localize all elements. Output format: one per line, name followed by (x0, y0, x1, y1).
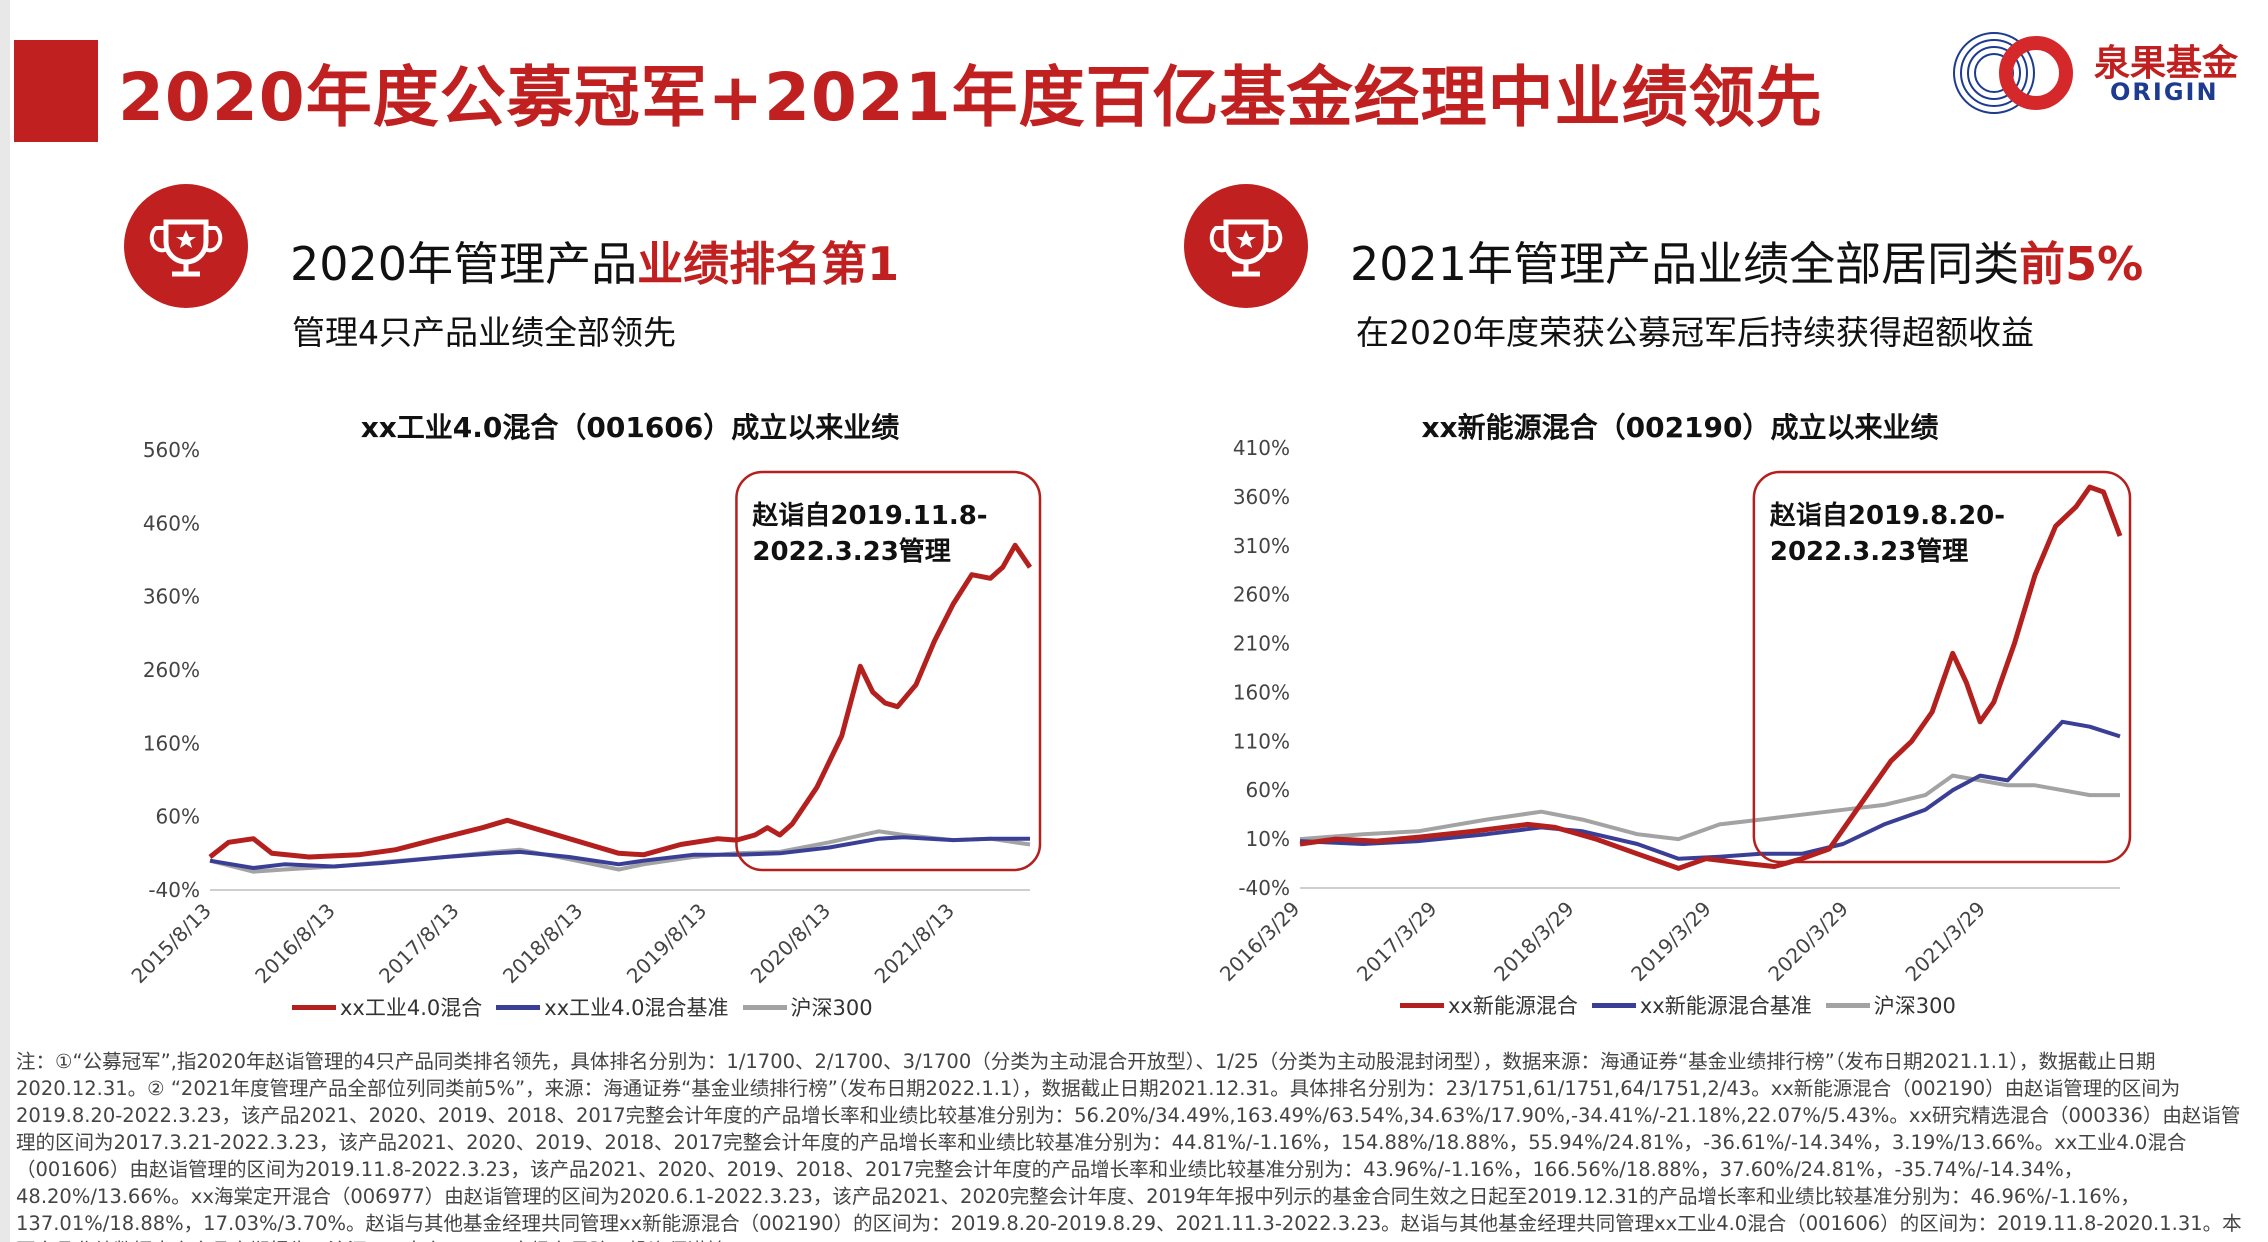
logo-chinese-name: 泉果基金 (2094, 43, 2239, 84)
legend-item: 沪深300 (1825, 990, 1956, 1020)
left-chart-legend: xx工业4.0混合 xx工业4.0混合基准 沪深300 (292, 992, 873, 1022)
x-tick-label: 2018/3/29 (1489, 897, 1578, 986)
management-period-box (1752, 470, 2132, 864)
y-tick-label: 310% (1233, 534, 1290, 558)
x-tick-label: 2015/8/13 (126, 899, 215, 988)
x-tick-label: 2019/8/13 (622, 899, 711, 988)
x-tick-label: 2021/8/13 (870, 899, 959, 988)
y-tick-label: 360% (143, 585, 200, 609)
x-tick-label: 2017/3/29 (1352, 897, 1441, 986)
y-tick-label: 110% (1233, 729, 1290, 753)
right-heading-plain: 2021年管理产品业绩全部居同类 (1350, 237, 2020, 291)
y-tick-label: 410% (1233, 436, 1290, 460)
right-panel-heading: 2021年管理产品业绩全部居同类前5% (1350, 228, 2143, 294)
legend-item: xx工业4.0混合 (292, 992, 482, 1022)
trophy-icon (149, 219, 223, 277)
right-heading-highlight: 前5% (2019, 237, 2144, 291)
x-tick-label: 2016/8/13 (250, 899, 339, 988)
right-trophy-badge (1184, 184, 1308, 308)
y-tick-label: 60% (1246, 778, 1290, 802)
y-tick-label: -40% (1238, 876, 1290, 900)
left-trophy-badge (124, 184, 248, 308)
brand-logo: 泉果基金 ORIGIN (1948, 28, 2248, 118)
y-tick-label: 260% (1233, 583, 1290, 607)
y-tick-label: 10% (1246, 827, 1290, 851)
y-tick-label: -40% (148, 878, 200, 902)
left-panel-subheading: 管理4只产品业绩全部领先 (292, 313, 676, 352)
left-heading-plain: 2020年管理产品 (290, 237, 638, 291)
y-tick-label: 260% (143, 658, 200, 682)
legend-item: xx新能源混合基准 (1591, 990, 1812, 1020)
x-tick-label: 2018/8/13 (498, 899, 587, 988)
x-tick-label: 2020/8/13 (746, 899, 835, 988)
x-tick-label: 2016/3/29 (1215, 897, 1304, 986)
left-heading-highlight: 业绩排名第1 (637, 237, 900, 291)
left-panel-heading: 2020年管理产品业绩排名第1 (290, 228, 899, 294)
left-performance-chart: 560% 460% 360% 260% 160% 60% -40%2015/8/13 2016… (126, 438, 1042, 988)
logo-english-name: ORIGIN (2110, 78, 2219, 106)
y-tick-label: 460% (143, 511, 200, 535)
right-panel-subheading: 在2020年度荣获公募冠军后持续获得超额收益 (1356, 313, 2034, 352)
y-tick-label: 60% (156, 805, 200, 829)
annotation-line-1: 赵诣自2019.8.20- (1769, 500, 2005, 531)
page-title: 2020年度公募冠军+2021年度百亿基金经理中业绩领先 (118, 59, 1823, 136)
legend-item: xx新能源混合 (1400, 990, 1578, 1020)
annotation-line-2: 2022.3.23管理 (752, 537, 950, 567)
y-tick-label: 210% (1233, 632, 1290, 656)
legend-item: xx工业4.0混合基准 (496, 992, 729, 1022)
x-tick-label: 2019/3/29 (1626, 897, 1715, 986)
annotation-line-1: 赵诣自2019.11.8- (751, 500, 987, 531)
series-line (209, 835, 1030, 870)
management-period-box (735, 470, 1042, 872)
left-chart-title: xx工业4.0混合（001606）成立以来业绩 (360, 411, 900, 444)
right-performance-chart: 410%360%310%260%210%160%110%60%10%-40%20… (1215, 436, 2132, 986)
footnote: 注：①“公募冠军”,指2020年赵诣管理的4只产品同类排名领先，具体排名分别为：… (16, 1050, 2242, 1242)
x-tick-label: 2017/8/13 (374, 899, 463, 988)
x-tick-label: 2020/3/29 (1763, 897, 1852, 986)
y-tick-label: 560% (143, 438, 200, 462)
annotation-line-2: 2022.3.23管理 (1770, 537, 1968, 567)
trophy-icon (1209, 219, 1283, 277)
series-line (1299, 773, 2120, 842)
x-tick-label: 2021/3/29 (1901, 897, 1990, 986)
left-edge-strip (0, 0, 10, 1242)
series-line (208, 542, 1033, 860)
y-tick-label: 360% (1233, 485, 1290, 509)
logo-rings-icon (1953, 32, 2073, 114)
right-chart-legend: xx新能源混合 xx新能源混合基准 沪深300 (1400, 990, 1956, 1020)
title-accent-block (14, 40, 98, 142)
series-line (1299, 484, 2123, 871)
y-tick-label: 160% (143, 731, 200, 755)
y-tick-label: 160% (1233, 680, 1290, 704)
legend-item: 沪深300 (742, 992, 873, 1022)
series-line (1299, 719, 2121, 861)
right-chart-title: xx新能源混合（002190）成立以来业绩 (1421, 411, 1939, 444)
